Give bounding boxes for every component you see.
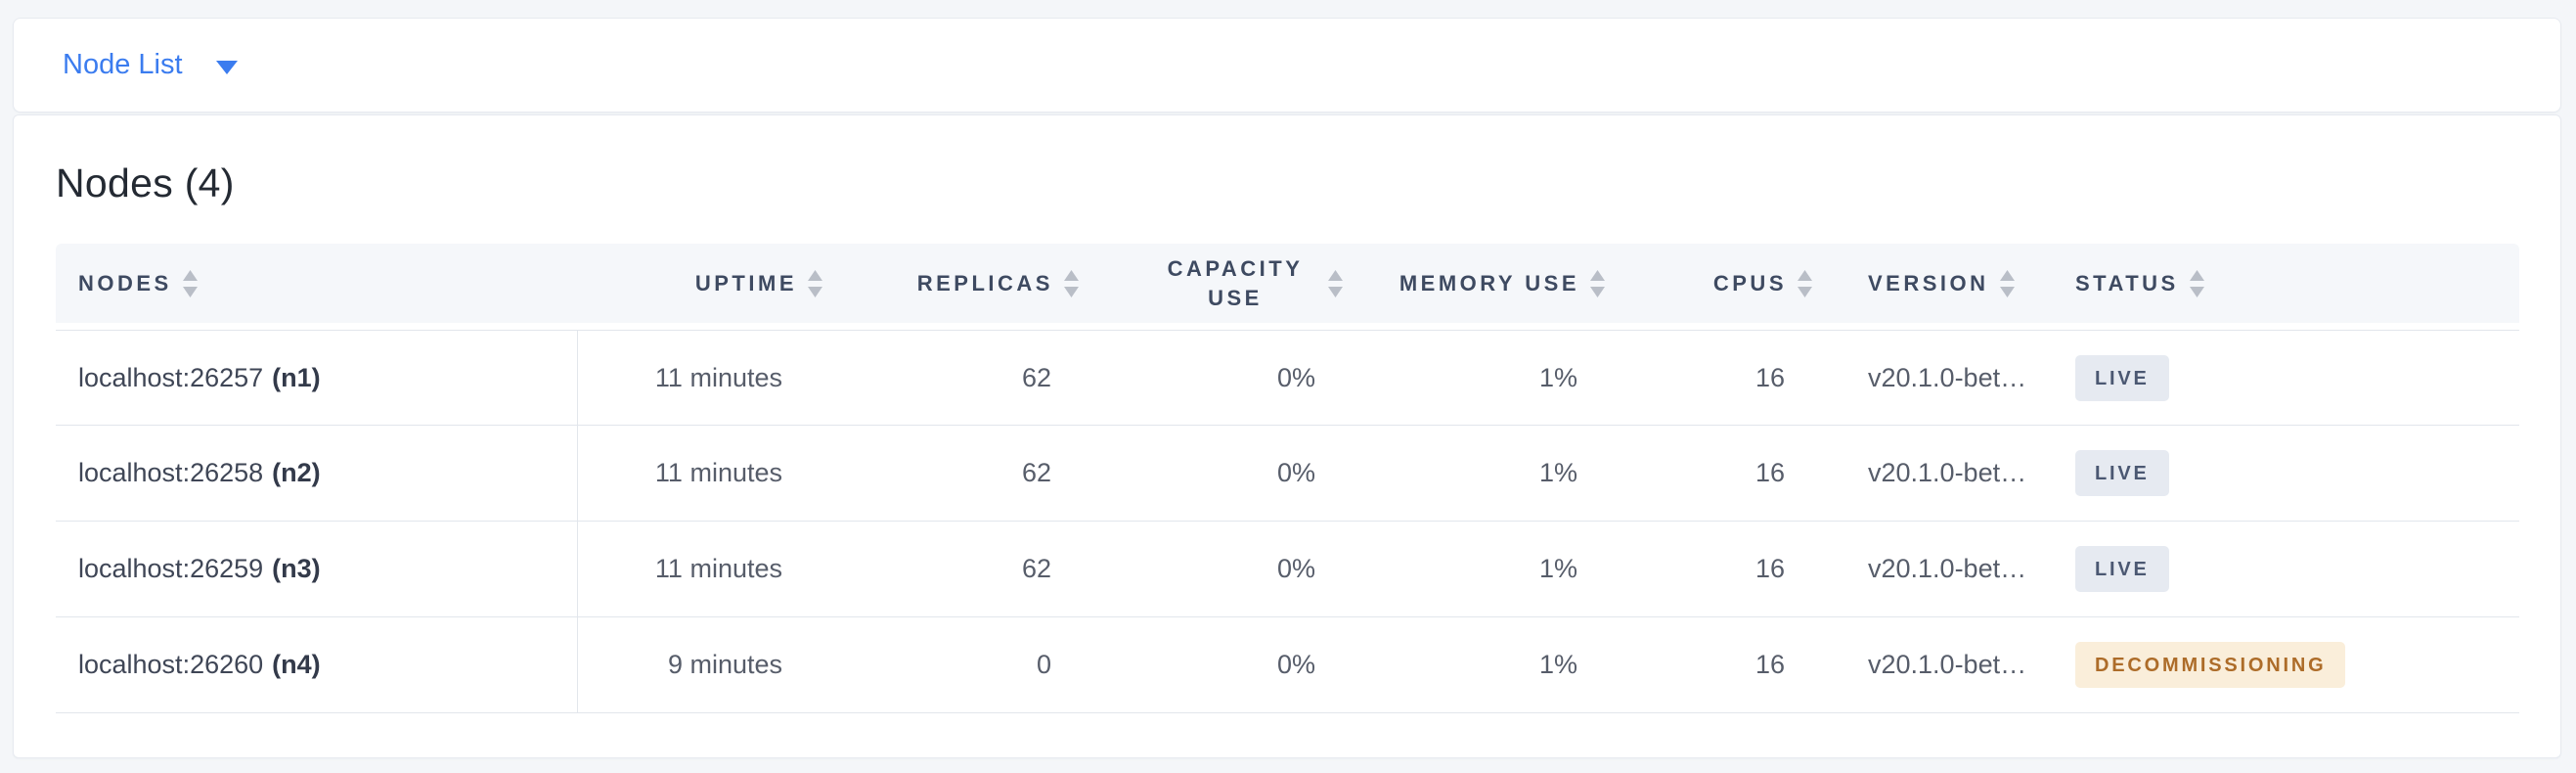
cpus-cell: 16 (1614, 426, 1821, 522)
node-name-cell: localhost:26257 (n1) (56, 330, 578, 426)
sort-icon (1798, 269, 1812, 297)
node-id: (n1) (272, 362, 321, 392)
memory-use-cell: 1% (1352, 522, 1614, 617)
capacity-use-cell: 0% (1088, 330, 1352, 426)
cpus-cell: 16 (1614, 522, 1821, 617)
cpus-cell: 16 (1614, 617, 1821, 713)
column-header-uptime[interactable]: UPTIME (578, 244, 831, 330)
replicas-cell: 62 (831, 426, 1088, 522)
uptime-cell: 9 minutes (578, 617, 831, 713)
version-cell: v20.1.0-bet… (1821, 522, 2064, 617)
table-header-row: NODES UPTIME REPLICAS (56, 244, 2519, 330)
capacity-use-cell: 0% (1088, 522, 1352, 617)
sort-icon (1328, 269, 1343, 297)
node-id: (n3) (272, 554, 321, 583)
uptime-cell: 11 minutes (578, 426, 831, 522)
column-header-memory-use[interactable]: MEMORY USE (1352, 244, 1614, 330)
uptime-cell: 11 minutes (578, 330, 831, 426)
table-row[interactable]: localhost:26259 (n3) 11 minutes 62 0% 1% … (56, 522, 2519, 617)
cpus-cell: 16 (1614, 330, 1821, 426)
node-id: (n4) (272, 650, 321, 679)
column-header-status[interactable]: STATUS (2064, 244, 2519, 330)
status-badge: DECOMMISSIONING (2075, 642, 2346, 688)
node-name-cell: localhost:26260 (n4) (56, 617, 578, 713)
status-cell: LIVE (2064, 426, 2519, 522)
capacity-use-cell: 0% (1088, 617, 1352, 713)
column-header-nodes[interactable]: NODES (56, 244, 578, 330)
node-name-cell: localhost:26259 (n3) (56, 522, 578, 617)
status-badge: LIVE (2075, 354, 2169, 401)
node-id: (n2) (272, 458, 321, 487)
replicas-cell: 62 (831, 522, 1088, 617)
node-address: localhost:26258 (78, 458, 264, 487)
nodes-card: Nodes (4) NODES UPTIME (13, 114, 2561, 758)
version-cell: v20.1.0-bet… (1821, 617, 2064, 713)
status-badge: LIVE (2075, 450, 2169, 496)
view-selector-bar: Node List (13, 18, 2561, 113)
node-list-dropdown-label: Node List (63, 49, 183, 80)
status-badge: LIVE (2075, 546, 2169, 592)
node-address: localhost:26260 (78, 650, 264, 679)
table-row[interactable]: localhost:26258 (n2) 11 minutes 62 0% 1% … (56, 426, 2519, 522)
node-address: localhost:26257 (78, 362, 264, 392)
node-name-cell: localhost:26258 (n2) (56, 426, 578, 522)
column-header-capacity-use[interactable]: CAPACITY USE (1088, 244, 1352, 330)
column-header-cpus[interactable]: CPUS (1614, 244, 1821, 330)
sort-icon (1999, 269, 2015, 297)
column-header-replicas[interactable]: REPLICAS (831, 244, 1088, 330)
page-title: Nodes (4) (56, 160, 235, 205)
sort-icon (1064, 269, 1079, 297)
memory-use-cell: 1% (1352, 617, 1614, 713)
sort-icon (1590, 269, 1605, 297)
replicas-cell: 62 (831, 330, 1088, 426)
sort-icon (182, 269, 198, 297)
table-row[interactable]: localhost:26257 (n1) 11 minutes 62 0% 1% … (56, 330, 2519, 426)
version-cell: v20.1.0-bet… (1821, 426, 2064, 522)
node-list-dropdown[interactable]: Node List (63, 51, 238, 79)
memory-use-cell: 1% (1352, 330, 1614, 426)
table-row[interactable]: localhost:26260 (n4) 9 minutes 0 0% 1% 16… (56, 617, 2519, 713)
capacity-use-cell: 0% (1088, 426, 1352, 522)
version-cell: v20.1.0-bet… (1821, 330, 2064, 426)
sort-icon (808, 269, 822, 297)
status-cell: LIVE (2064, 330, 2519, 426)
nodes-table: NODES UPTIME REPLICAS (56, 244, 2519, 713)
status-cell: DECOMMISSIONING (2064, 617, 2519, 713)
uptime-cell: 11 minutes (578, 522, 831, 617)
memory-use-cell: 1% (1352, 426, 1614, 522)
chevron-down-icon (215, 60, 238, 74)
node-address: localhost:26259 (78, 554, 264, 583)
sort-icon (2189, 269, 2204, 297)
nodes-table-body: localhost:26257 (n1) 11 minutes 62 0% 1% … (56, 330, 2519, 713)
status-cell: LIVE (2064, 522, 2519, 617)
column-header-version[interactable]: VERSION (1821, 244, 2064, 330)
replicas-cell: 0 (831, 617, 1088, 713)
